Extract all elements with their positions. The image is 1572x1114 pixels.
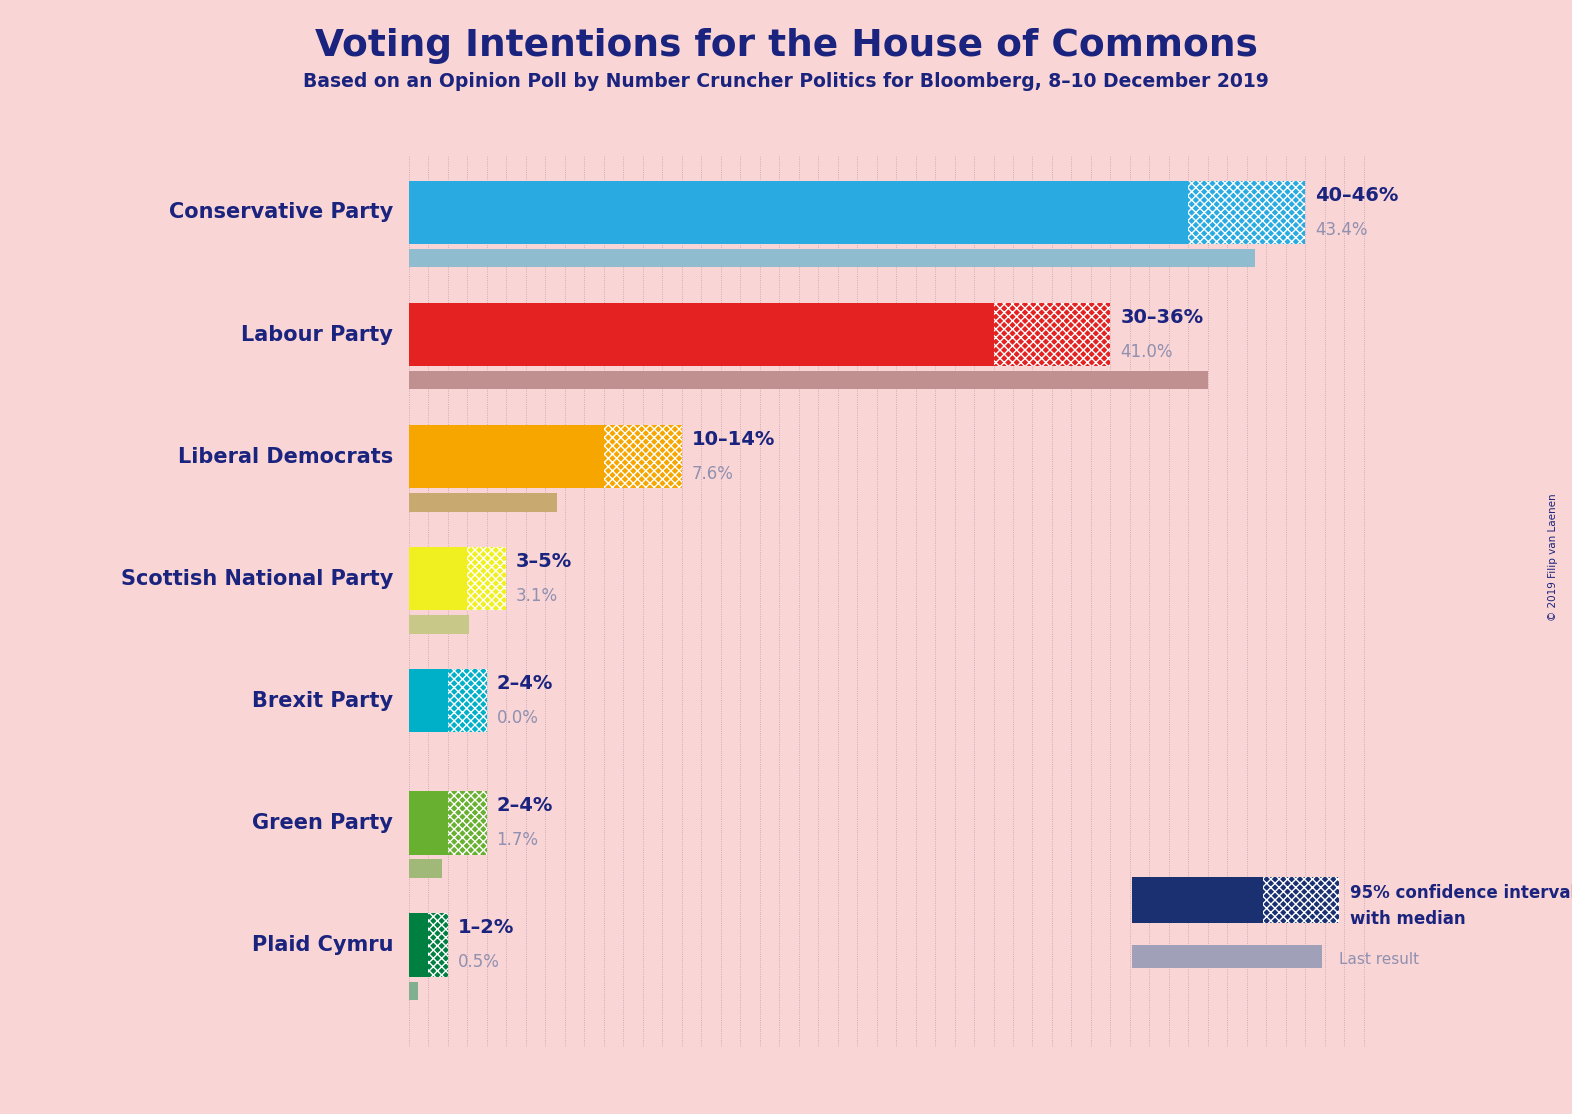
Text: 1–2%: 1–2%: [457, 918, 514, 937]
Bar: [448, 791, 487, 854]
Text: 2–4%: 2–4%: [497, 674, 553, 693]
Text: Based on an Opinion Poll by Number Cruncher Politics for Bloomberg, 8–10 Decembe: Based on an Opinion Poll by Number Crunc…: [303, 72, 1269, 91]
Text: with median: with median: [1350, 910, 1465, 928]
Bar: [1132, 945, 1322, 968]
Bar: [409, 981, 418, 1000]
Bar: [409, 860, 442, 878]
Text: Last result: Last result: [1339, 951, 1420, 967]
Bar: [409, 547, 467, 610]
Text: Scottish National Party: Scottish National Party: [121, 568, 393, 588]
Text: © 2019 Filip van Laenen: © 2019 Filip van Laenen: [1548, 494, 1558, 620]
Text: 1.7%: 1.7%: [497, 831, 539, 849]
Text: 2–4%: 2–4%: [497, 797, 553, 815]
Bar: [448, 670, 487, 733]
Bar: [409, 371, 1207, 390]
Text: 95% confidence interval: 95% confidence interval: [1350, 883, 1572, 901]
Text: 10–14%: 10–14%: [692, 430, 775, 449]
Bar: [1264, 877, 1339, 922]
Text: Plaid Cymru: Plaid Cymru: [252, 935, 393, 955]
Bar: [409, 424, 604, 488]
Bar: [409, 670, 448, 733]
Text: Green Party: Green Party: [252, 813, 393, 833]
Text: Voting Intentions for the House of Commons: Voting Intentions for the House of Commo…: [314, 28, 1258, 63]
Bar: [409, 494, 556, 511]
Text: Conservative Party: Conservative Party: [168, 203, 393, 223]
Text: 0.5%: 0.5%: [457, 952, 500, 971]
Bar: [409, 913, 428, 977]
Text: Labour Party: Labour Party: [241, 324, 393, 344]
Bar: [994, 303, 1110, 367]
Bar: [604, 424, 682, 488]
Text: 43.4%: 43.4%: [1316, 221, 1368, 238]
Bar: [409, 615, 468, 634]
Bar: [1132, 877, 1264, 922]
Bar: [467, 547, 506, 610]
Text: Brexit Party: Brexit Party: [252, 691, 393, 711]
Bar: [409, 250, 1254, 267]
Text: 0.0%: 0.0%: [497, 709, 538, 726]
Bar: [1188, 180, 1305, 244]
Text: 30–36%: 30–36%: [1121, 307, 1203, 326]
Bar: [409, 791, 448, 854]
Text: Liberal Democrats: Liberal Democrats: [178, 447, 393, 467]
Text: 3.1%: 3.1%: [516, 587, 558, 605]
Text: 7.6%: 7.6%: [692, 465, 733, 482]
Bar: [409, 180, 1188, 244]
Text: 41.0%: 41.0%: [1121, 343, 1173, 361]
Text: 40–46%: 40–46%: [1316, 186, 1399, 205]
Text: 3–5%: 3–5%: [516, 553, 572, 571]
Bar: [428, 913, 448, 977]
Bar: [409, 303, 994, 367]
